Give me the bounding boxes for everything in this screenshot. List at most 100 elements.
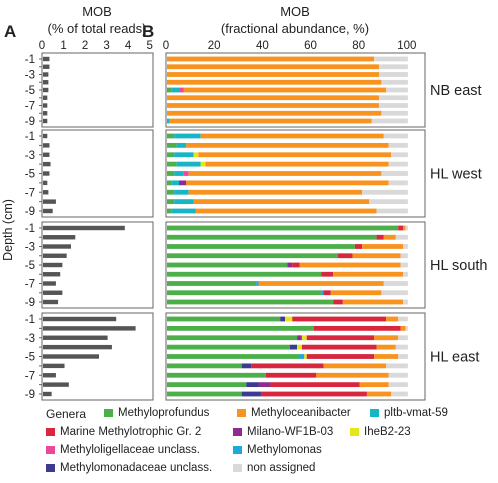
bar-a (43, 326, 136, 331)
bar-b-segment (167, 79, 382, 85)
bar-a (43, 225, 125, 231)
panel-b-frame (165, 129, 426, 218)
bar-a (43, 354, 99, 359)
legend-swatch (233, 464, 242, 472)
panel-b-frame (165, 221, 426, 309)
bar-a (43, 87, 49, 93)
bar-b-segment (265, 372, 317, 378)
bar-a (43, 180, 48, 186)
tick-label-b-x: 60 (304, 40, 317, 52)
bar-b-segment (167, 133, 175, 139)
legend-item: Methyloligellaceae unclass. (46, 444, 200, 456)
legend-label: Methylomonas (247, 444, 322, 456)
bar-b-segment (376, 234, 384, 240)
y-tick-label: -7 (25, 370, 35, 382)
bar-b-segment (174, 199, 194, 205)
bar-b-segment (359, 382, 389, 388)
bar-b-segment (167, 180, 172, 186)
legend-item: Marine Methylotrophic Gr. 2 (46, 426, 201, 438)
panel-a-title-line2: (% of total reads) (48, 21, 147, 36)
bar-b-segment (287, 262, 293, 268)
bar-b-segment (342, 299, 404, 305)
bar-b-segment (176, 142, 187, 148)
bar-b-segment (354, 244, 363, 249)
bar-a (43, 391, 52, 397)
bar-b-segment (316, 372, 389, 378)
bar-a (43, 262, 63, 268)
bar-b-segment (321, 271, 334, 277)
bar-b-segment (171, 180, 180, 186)
bar-b-segment (174, 133, 201, 139)
legend-swatch (46, 464, 55, 472)
bar-b-segment (188, 189, 363, 195)
bar-b-segment (195, 208, 377, 214)
tick-label-a-x: 4 (125, 40, 132, 52)
panel-a-frame (41, 129, 154, 218)
y-tick-label: -3 (25, 70, 35, 82)
panel-b-title-line2: (fractional abundance, %) (221, 21, 369, 36)
bar-b-segment (167, 253, 339, 259)
bar-b-segment (378, 72, 408, 77)
bar-b-segment (297, 344, 302, 350)
bar-b-segment (174, 189, 189, 195)
panel-b-frame (165, 52, 426, 128)
bar-a (43, 235, 76, 240)
tick-label-b-x: 0 (163, 40, 169, 52)
bar-a (43, 244, 71, 249)
bar-b-segment (299, 354, 305, 359)
bar-b-segment (193, 199, 370, 205)
legend-swatch (46, 446, 55, 454)
y-tick-label: -5 (25, 85, 35, 97)
bar-b-segment (246, 382, 259, 388)
bar-b-segment (391, 152, 408, 158)
bar-b-segment (186, 180, 389, 186)
bar-b-segment (383, 133, 408, 139)
legend-label: Methyloprofundus (118, 407, 210, 419)
legend-swatch (237, 409, 246, 417)
bar-b-segment (381, 79, 408, 85)
legend-label: Methyloligellaceae unclass. (60, 444, 200, 456)
bar-b-segment (176, 161, 201, 167)
bar-b-segment (167, 354, 300, 359)
y-tick-label: -3 (25, 150, 35, 162)
bar-b-segment (323, 363, 387, 369)
bar-b-segment (205, 161, 389, 167)
site-label: NB east (430, 83, 482, 99)
panel-a-frame (41, 52, 154, 128)
legend-item: non assigned (233, 462, 315, 474)
bar-b-segment (400, 325, 406, 331)
bar-b-segment (374, 354, 399, 359)
panel-b-axes: 0 20 40 60 80 100 (163, 40, 426, 401)
bar-a (43, 272, 61, 277)
bar-b-segment (183, 171, 189, 176)
bar-b-segment (167, 110, 382, 116)
bar-b-segment (388, 161, 408, 167)
panel-b-letter: B (142, 22, 154, 41)
bar-b-segment (388, 180, 408, 186)
bar-b-segment (381, 110, 408, 116)
bar-a (43, 299, 59, 305)
bar-b-segment (167, 189, 175, 195)
bar-a (43, 72, 49, 77)
bar-b-segment (386, 363, 408, 369)
bar-b-segment (167, 171, 175, 176)
site-labels: NB east HL west HL south HL east (430, 83, 488, 366)
bar-b-segment (251, 363, 324, 369)
legend-label: IheB2-23 (364, 426, 411, 438)
y-tick-label: -9 (25, 297, 35, 309)
bar-b-segment (400, 253, 408, 259)
bar-b-segment (167, 234, 377, 240)
legend-label: Milano-WF1B-03 (247, 426, 334, 438)
bar-b-segment (395, 344, 408, 350)
bar-b-segment (285, 316, 293, 322)
tick-label-b-x: 100 (397, 40, 416, 52)
bar-b-segment (241, 363, 252, 369)
bar-b-segment (398, 316, 408, 322)
tick-label-b-x: 20 (208, 40, 221, 52)
bar-a (43, 373, 56, 378)
bar-b-segment (289, 344, 298, 350)
panel-a-letter: A (4, 22, 16, 41)
bar-b-segment (167, 335, 298, 341)
legend-title: Genera (46, 407, 87, 421)
panel-a-axes: 0 1 2 3 4 5 -1 -3 -5 -7 -9 -1 -3 -5 -7 -9 -1 -3 -5 -7 -9 -1 -3… (25, 40, 154, 401)
